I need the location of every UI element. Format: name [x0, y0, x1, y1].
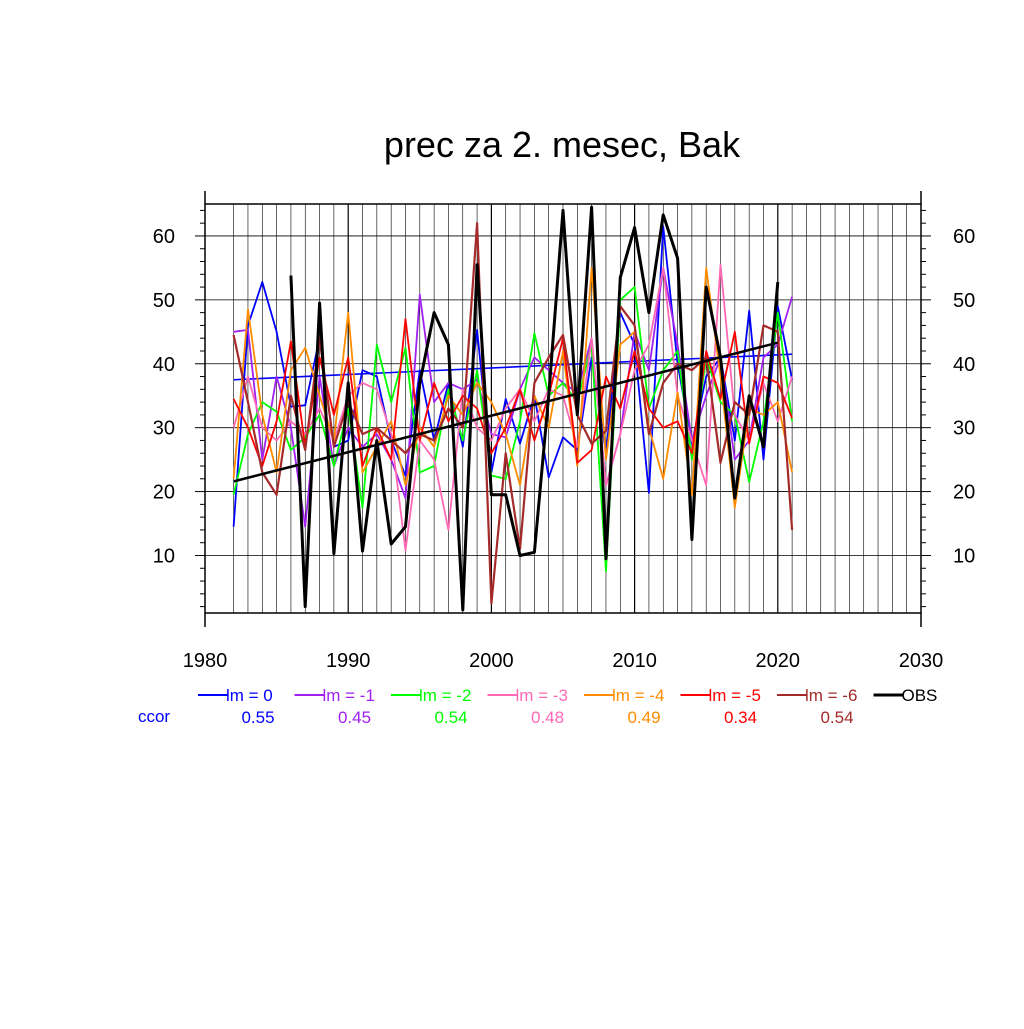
y-tick-label-left: 10	[153, 545, 175, 567]
y-tick-label-right: 30	[953, 418, 975, 440]
y-tick-label-left: 20	[153, 482, 175, 504]
series-layer	[232, 205, 794, 612]
chart-title: prec za 2. mesec, Bak	[384, 124, 741, 165]
y-tick-label-right: 20	[953, 482, 975, 504]
x-tick-label: 2020	[756, 650, 801, 672]
legend-label-7: OBS	[902, 686, 938, 705]
y-tick-label-left: 30	[153, 418, 175, 440]
legend-ccor-value-5: 0.34	[724, 708, 757, 727]
x-tick-label: 2000	[469, 650, 514, 672]
series-line-7	[289, 205, 780, 612]
x-tick-label: 1980	[183, 650, 228, 672]
legend-ccor-value-1: 0.45	[338, 708, 371, 727]
y-tick-label-right: 50	[953, 290, 975, 312]
plot-border	[204, 203, 922, 614]
legend-label-3: lm = -3	[516, 686, 568, 705]
trend-line-0	[233, 353, 793, 381]
x-tick-label: 2010	[612, 650, 657, 672]
legend-ccor-value-2: 0.54	[434, 708, 467, 727]
y-tick-label-right: 10	[953, 545, 975, 567]
y-tick-label-left: 40	[153, 354, 175, 376]
y-tick-label-right: 40	[953, 354, 975, 376]
series-line-1	[233, 266, 793, 528]
x-tick-label: 1990	[326, 650, 371, 672]
plot-frame	[204, 191, 922, 627]
y-tick-label-right: 60	[953, 226, 975, 248]
legend-label-4: lm = -4	[612, 686, 664, 705]
legend-ccor-value-4: 0.49	[627, 708, 660, 727]
grid	[205, 204, 921, 613]
legend-label-1: lm = -1	[323, 686, 375, 705]
legend-label-2: lm = -2	[419, 686, 471, 705]
y-tick-label-left: 50	[153, 290, 175, 312]
legend-label-6: lm = -6	[805, 686, 857, 705]
y-tick-label-left: 60	[153, 226, 175, 248]
trend-line-7	[233, 341, 779, 483]
legend-label-5: lm = -5	[709, 686, 761, 705]
legend-ccor-value-0: 0.55	[241, 708, 274, 727]
legend-ccor-label: ccor	[138, 707, 170, 726]
legend-label-0: lm = 0	[226, 686, 273, 705]
legend: ccor lm = 0 0.55 lm = -1 0.45 lm = -2 0.54 lm =…	[138, 686, 937, 727]
legend-ccor-value-3: 0.48	[531, 708, 564, 727]
legend-ccor-value-6: 0.54	[820, 708, 853, 727]
x-tick-label: 2030	[899, 650, 944, 672]
